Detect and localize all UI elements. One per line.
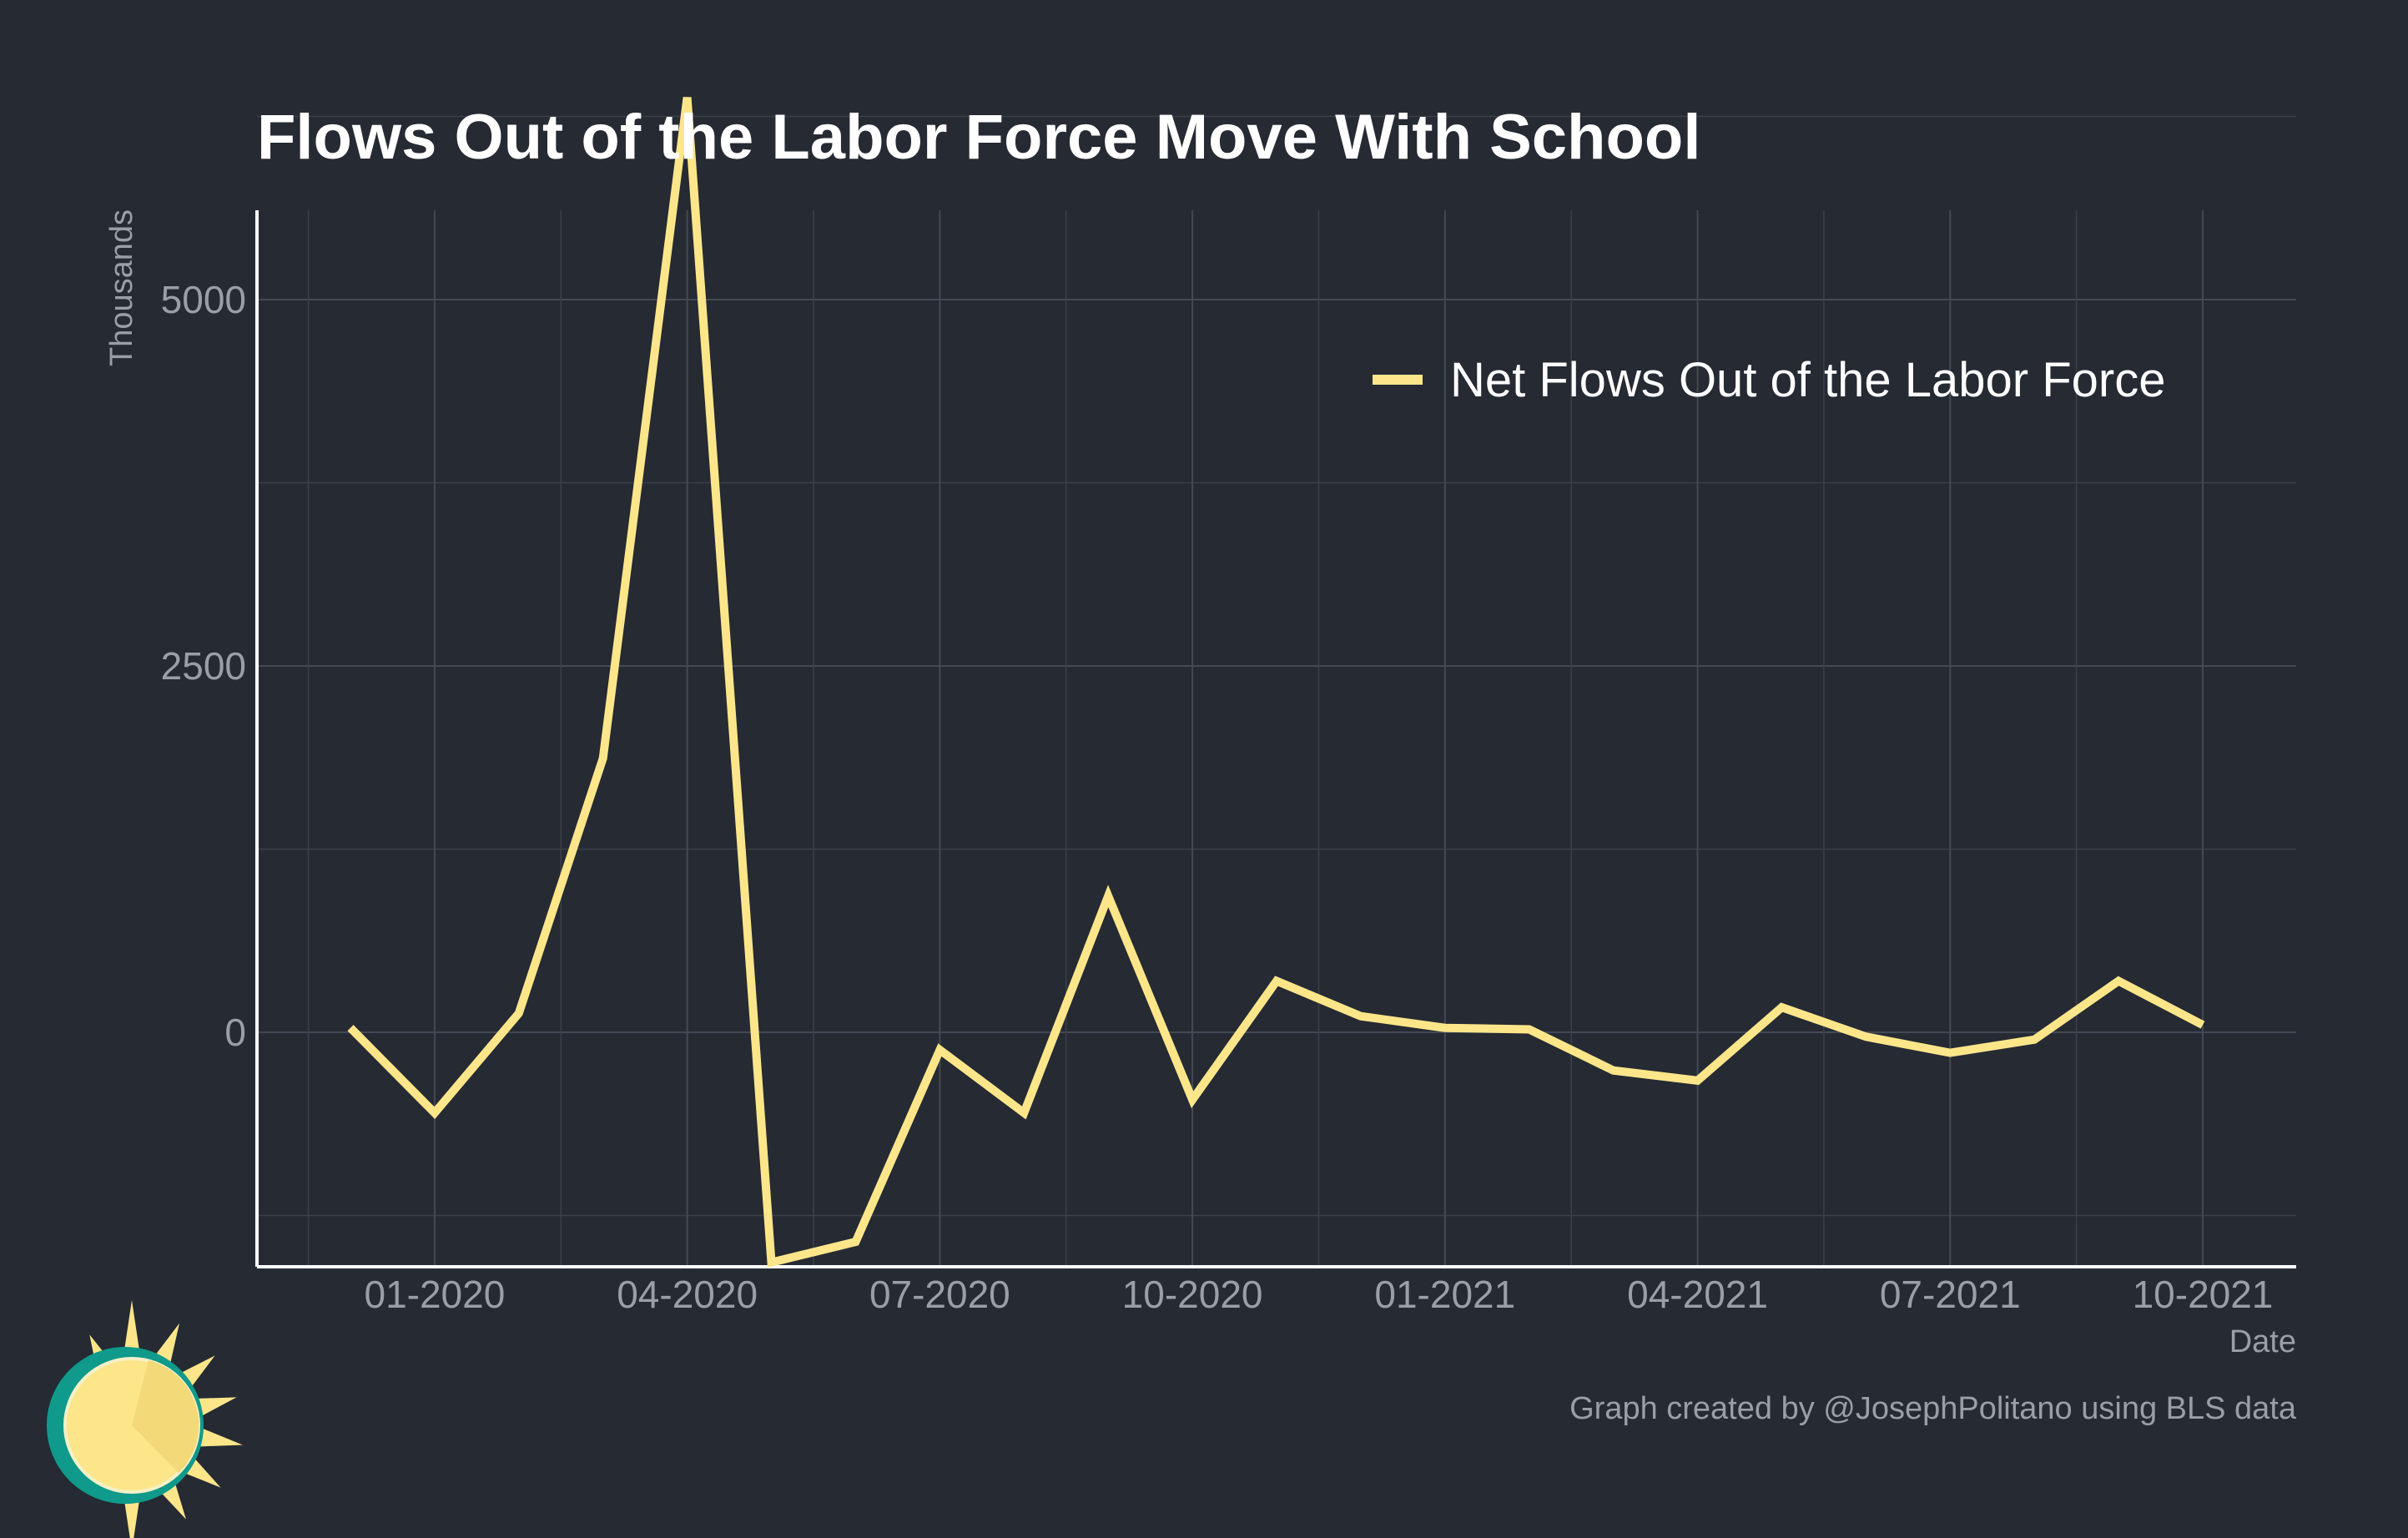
x-tick-labels: 01-2020 04-2020 07-2020 10-2020 01-2021 04-20…	[364, 1273, 2273, 1316]
sun-face-shade	[132, 1360, 199, 1473]
x-tick-label: 07-2020	[869, 1273, 1010, 1316]
sun-icon	[47, 1300, 243, 1538]
x-axis-title: Date	[2229, 1324, 2296, 1359]
chart-title: Flows Out of the Labor Force Move With S…	[257, 102, 1700, 173]
y-axis-title: Thousands	[104, 209, 139, 366]
x-tick-label: 10-2020	[1122, 1273, 1263, 1316]
grid-lines	[257, 115, 2296, 1267]
x-tick-label: 04-2021	[1627, 1273, 1768, 1316]
x-tick-label: 01-2020	[364, 1273, 505, 1316]
series-group	[347, 97, 2205, 1268]
legend-label: Net Flows Out of the Labor Force	[1450, 353, 2165, 407]
y-tick-label: 0	[224, 1011, 246, 1054]
x-tick-label: 04-2020	[617, 1273, 758, 1316]
legend: Net Flows Out of the Labor Force	[1373, 353, 2165, 407]
axes	[255, 210, 2296, 1268]
y-tick-label: 5000	[161, 278, 246, 321]
y-tick-label: 2500	[161, 644, 246, 688]
x-tick-label: 10-2021	[2133, 1273, 2274, 1316]
series-line	[347, 97, 2205, 1268]
x-tick-label: 01-2021	[1374, 1273, 1515, 1316]
source-caption: Graph created by @JosephPolitano using B…	[1569, 1391, 2297, 1426]
x-tick-label: 07-2021	[1880, 1273, 2021, 1316]
y-tick-labels: 0 2500 5000	[161, 278, 246, 1054]
